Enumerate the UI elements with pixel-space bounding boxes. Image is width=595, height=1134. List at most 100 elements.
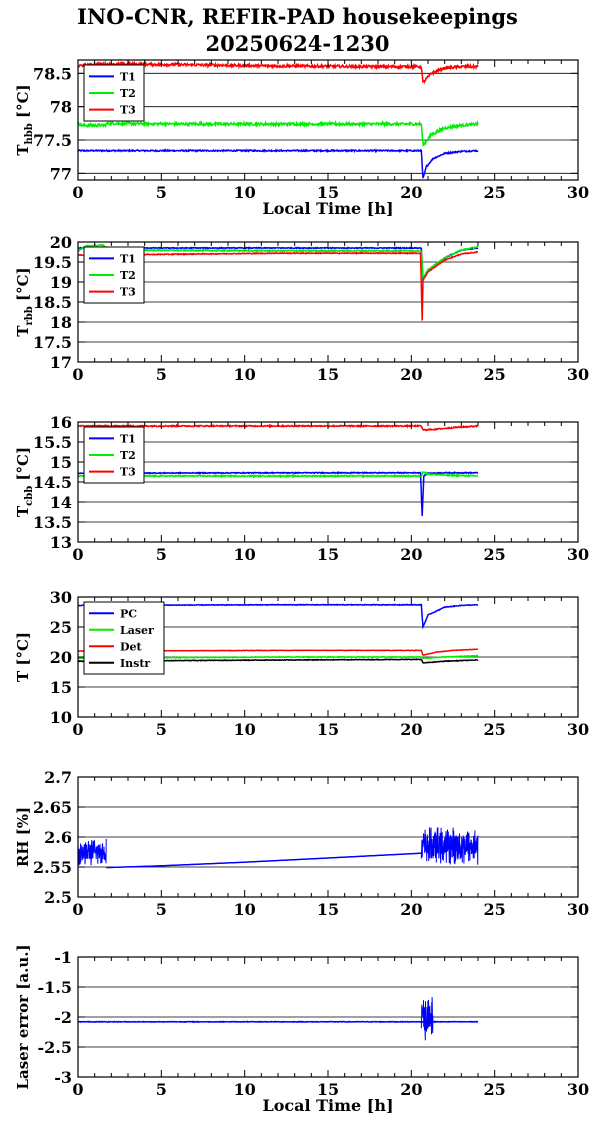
plot-frame [77, 59, 579, 181]
legend-label: T3 [120, 104, 136, 117]
y-axis-label: Thbb [°C] [14, 84, 35, 155]
x-tick-label: 0 [72, 545, 83, 564]
figure-title-line1: INO-CNR, REFIR-PAD housekeepings [77, 4, 518, 29]
y-tick-label: -2.5 [38, 1038, 72, 1057]
series-line-rh [106, 852, 422, 869]
y-tick-label: 15 [50, 453, 72, 472]
series-noise-segment [78, 838, 107, 866]
chart-panel-6: 0 5 10 15 20 25 30 -3 -2.5 -2 -1.5 -1 Laser error [a… [14, 944, 589, 1115]
x-tick-label: 30 [567, 545, 589, 564]
y-tick-label: 17 [50, 353, 72, 372]
y-tick-label: -1.5 [38, 978, 72, 997]
x-tick-label: 20 [400, 1080, 422, 1099]
x-tick-label: 5 [156, 900, 167, 919]
x-tick-label: 25 [484, 545, 506, 564]
legend-label: T3 [120, 286, 136, 299]
y-tick-label: 78.5 [33, 64, 72, 83]
x-tick-label: 5 [156, 1080, 167, 1099]
x-tick-label: 0 [72, 900, 83, 919]
y-axis-label: Trbb [°C] [14, 267, 35, 336]
series-line-t1 [78, 148, 479, 179]
series-line-t2 [78, 470, 479, 479]
x-tick-label: 0 [72, 1080, 83, 1099]
y-tick-label: 20 [50, 233, 72, 252]
x-tick-label: 5 [156, 545, 167, 564]
series-line-t1 [78, 246, 479, 282]
x-tick-label: 10 [234, 1080, 256, 1099]
figure-title-line2: 20250624-1230 [205, 31, 390, 56]
y-tick-label: 15 [50, 678, 72, 697]
x-tick-label: 15 [317, 1080, 339, 1099]
x-tick-label: 15 [317, 720, 339, 739]
y-tick-label: 77.5 [33, 131, 72, 150]
y-tick-label: -3 [54, 1068, 72, 1087]
x-axis-label: Local Time [h] [262, 1096, 393, 1115]
legend: T1 T2 T3 [83, 64, 145, 122]
chart-panel-4: 0 5 10 15 20 25 30 10 15 20 25 30 T [°C] PC Laser Det In… [14, 588, 589, 739]
legend-label: T2 [120, 87, 136, 100]
x-tick-label: 30 [567, 183, 589, 202]
series-noise-segment [420, 997, 434, 1041]
x-tick-label: 15 [317, 545, 339, 564]
legend-label: T2 [120, 449, 136, 462]
y-tick-label: 30 [50, 588, 72, 607]
series-line-t3 [78, 251, 479, 321]
y-axis-label: Laser error [a.u.] [14, 944, 32, 1089]
y-tick-label: 78 [50, 98, 72, 117]
series-line-t2 [78, 119, 479, 147]
y-tick-label: 19.5 [33, 253, 72, 272]
x-tick-label: 25 [484, 1080, 506, 1099]
legend: PC Laser Det Instr [83, 601, 165, 675]
x-tick-label: 20 [400, 720, 422, 739]
y-tick-label: 77 [50, 164, 72, 183]
x-tick-label: 0 [72, 720, 83, 739]
x-tick-label: 5 [156, 365, 167, 384]
x-tick-label: 10 [234, 900, 256, 919]
x-tick-label: 25 [484, 900, 506, 919]
y-tick-label: 13 [50, 533, 72, 552]
x-tick-label: 20 [400, 365, 422, 384]
legend-label: Det [120, 640, 143, 653]
series-line-t1 [78, 471, 479, 517]
x-tick-label: 30 [567, 900, 589, 919]
y-tick-label: 25 [50, 618, 72, 637]
legend: T1 T2 T3 [83, 426, 145, 484]
y-tick-label: 16 [50, 413, 72, 432]
y-tick-label: 2.6 [44, 828, 72, 847]
x-tick-label: 20 [400, 183, 422, 202]
chart-panel-5: 0 5 10 15 20 25 30 2.5 2.55 2.6 2.65 2.7 RH [%] [14, 768, 589, 919]
series-group [78, 827, 479, 869]
legend-label: PC [120, 607, 137, 620]
legend-label: Instr [120, 657, 150, 670]
series-line-laser-error [78, 1020, 479, 1024]
x-tick-label: 30 [567, 1080, 589, 1099]
y-axis-label: T [°C] [14, 632, 32, 682]
y-tick-label: 2.5 [44, 888, 72, 907]
x-tick-label: 25 [484, 183, 506, 202]
series-group [78, 997, 479, 1041]
legend-label: T1 [120, 252, 136, 265]
y-tick-label: 10 [50, 708, 72, 727]
x-tick-label: 0 [72, 183, 83, 202]
x-tick-label: 25 [484, 365, 506, 384]
x-tick-label: 5 [156, 183, 167, 202]
x-tick-label: 20 [400, 900, 422, 919]
y-axis-label: Tcbb [°C] [14, 447, 35, 517]
y-tick-label: 17.5 [33, 333, 72, 352]
x-tick-label: 0 [72, 365, 83, 384]
y-tick-label: 14 [50, 493, 72, 512]
series-noise-segment [420, 827, 479, 865]
y-tick-label: 2.7 [44, 768, 72, 787]
x-tick-label: 20 [400, 545, 422, 564]
y-tick-label: -1 [54, 948, 72, 967]
y-tick-label: 13.5 [33, 513, 72, 532]
x-tick-label: 25 [484, 720, 506, 739]
y-tick-label: 19 [50, 273, 72, 292]
x-tick-label: 30 [567, 365, 589, 384]
x-tick-label: 15 [317, 365, 339, 384]
legend-label: T3 [120, 466, 136, 479]
